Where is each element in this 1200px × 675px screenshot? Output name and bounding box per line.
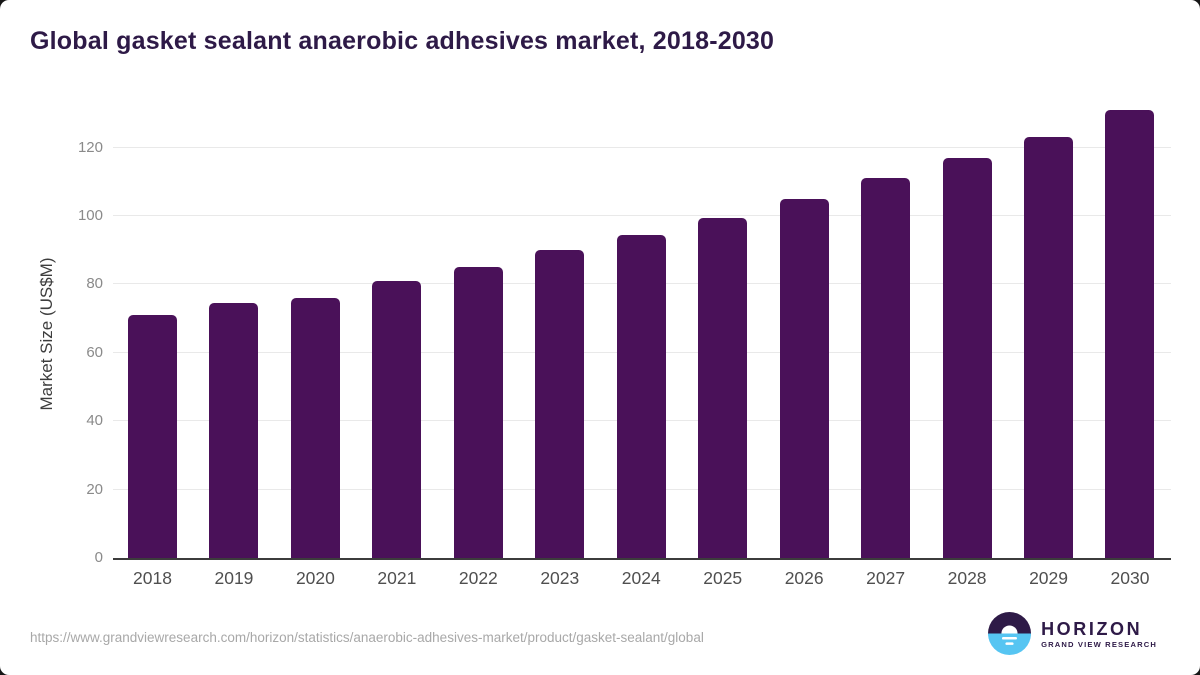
bar-2018 — [128, 315, 177, 558]
x-tick-label-2030: 2030 — [1110, 568, 1150, 588]
source-url: https://www.grandviewresearch.com/horizo… — [30, 630, 704, 645]
chart-title: Global gasket sealant anaerobic adhesive… — [30, 27, 775, 55]
y-tick-label-20: 20 — [86, 480, 103, 498]
y-tick-label-60: 60 — [86, 343, 103, 361]
bar-2023 — [535, 250, 585, 558]
bar-2026 — [779, 198, 829, 558]
bar-2028 — [942, 157, 992, 558]
y-tick-label-0: 0 — [94, 549, 103, 566]
x-tick-label-2025: 2025 — [703, 568, 743, 588]
x-tick-label-2026: 2026 — [784, 568, 824, 588]
gridline-100 — [113, 215, 1171, 217]
logo-sub-brand: GRAND VIEW RESEARCH — [1041, 639, 1157, 649]
y-tick-label-80: 80 — [86, 275, 103, 293]
bar-2024 — [616, 234, 666, 558]
x-tick-label-2021: 2021 — [377, 568, 417, 588]
bar-2025 — [698, 217, 748, 558]
x-axis-ticks: 2018 2019 2020 2021 2022 2023 2024 2025 2026 2027… — [113, 568, 1171, 594]
x-tick-label-2028: 2028 — [947, 568, 987, 588]
x-tick-label-2019: 2019 — [214, 568, 254, 588]
x-tick-label-2022: 2022 — [458, 568, 498, 588]
gridline-120 — [113, 146, 1171, 148]
x-tick-label-2023: 2023 — [540, 568, 580, 588]
horizon-logo: HORIZON GRAND VIEW RESEARCH — [988, 612, 1157, 655]
bar-2021 — [372, 281, 422, 558]
x-tick-label-2024: 2024 — [621, 568, 661, 588]
x-tick-label-2020: 2020 — [295, 568, 335, 588]
y-tick-label-100: 100 — [77, 207, 103, 225]
y-tick-label-120: 120 — [77, 138, 103, 156]
bar-2022 — [453, 267, 503, 558]
logo-brand: HORIZON — [1041, 618, 1143, 639]
x-tick-label-2018: 2018 — [133, 568, 172, 588]
bar-2027 — [861, 178, 911, 558]
y-tick-label-40: 40 — [86, 412, 103, 430]
plot-area — [113, 110, 1171, 560]
horizon-logo-icon — [988, 612, 1032, 655]
bar-2030 — [1105, 110, 1155, 558]
horizon-logo-text: HORIZON GRAND VIEW RESEARCH — [1041, 619, 1157, 649]
bar-2020 — [290, 298, 340, 558]
x-tick-label-2029: 2029 — [1029, 568, 1068, 588]
bar-2029 — [1024, 137, 1074, 558]
y-axis-ticks: 0 20 40 60 80 100 120 — [0, 110, 103, 566]
x-tick-label-2027: 2027 — [866, 568, 906, 588]
bar-2019 — [209, 303, 259, 558]
